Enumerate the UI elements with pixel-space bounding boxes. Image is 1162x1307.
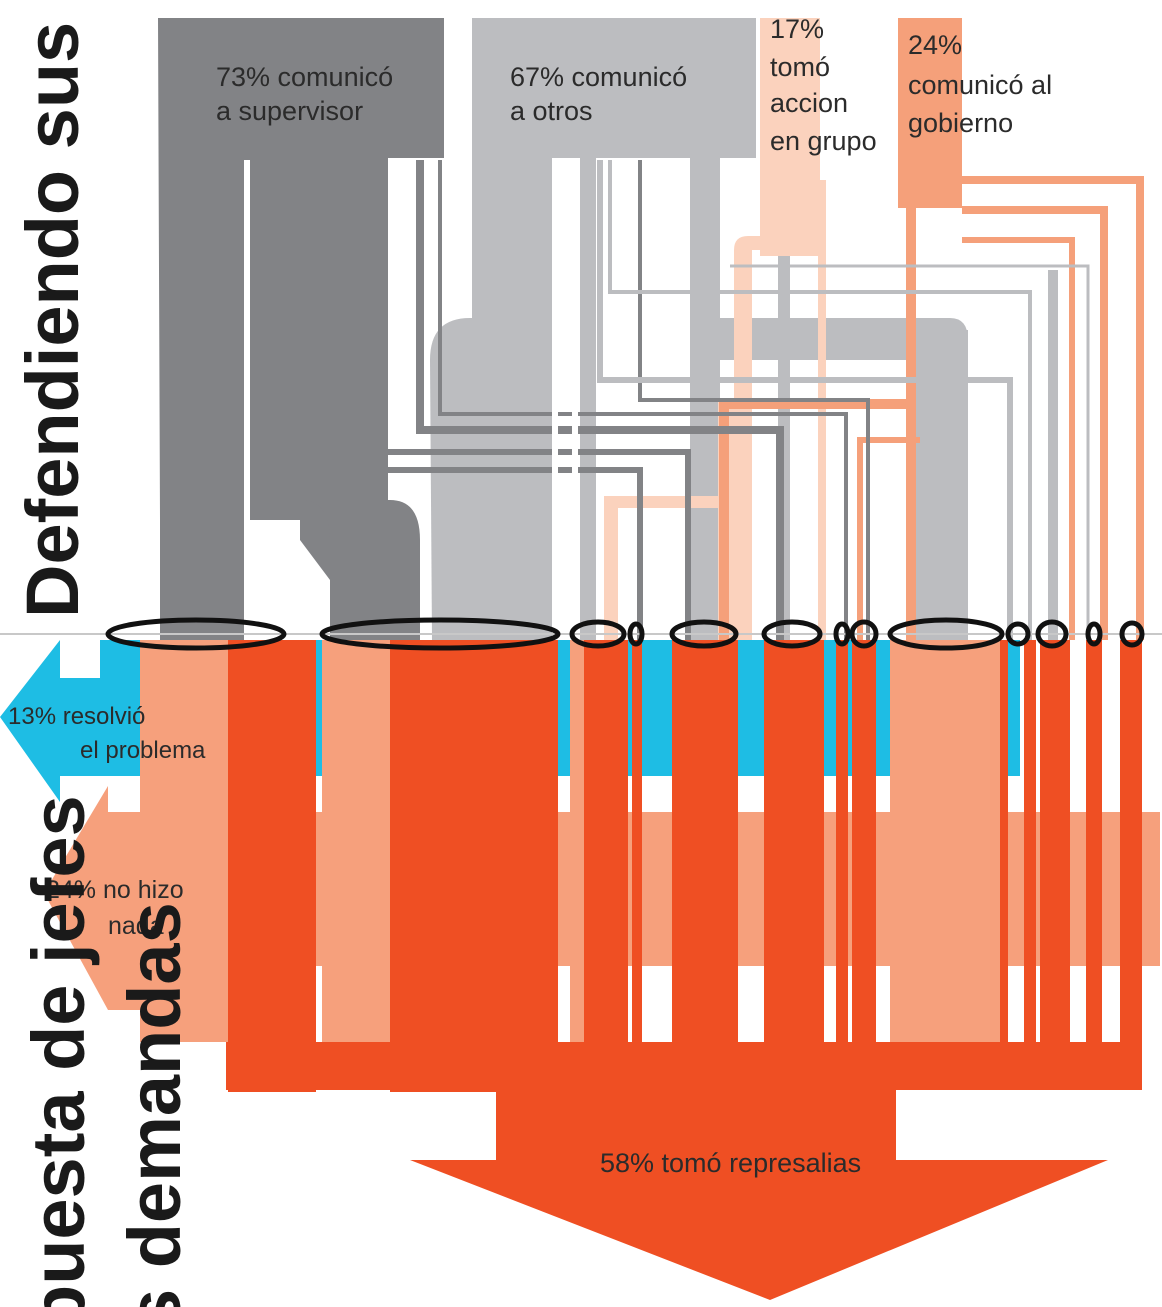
- government-line-b: [962, 206, 1108, 640]
- government-label-2: comunicó al: [908, 70, 1052, 100]
- thin-line-6: [597, 160, 1013, 640]
- action-flows: [158, 18, 1144, 640]
- response-flows: [0, 640, 1160, 1300]
- retaliation-col-5: [672, 640, 738, 1060]
- retaliation-col-13: [1120, 640, 1142, 1060]
- group-label-4: en grupo: [770, 126, 877, 156]
- others-nothing-part: [322, 640, 392, 1042]
- others-bend: [720, 318, 968, 360]
- others-drop-main: [430, 318, 552, 640]
- thin-line-5: [638, 160, 870, 640]
- cylinder-top-h: [1035, 619, 1069, 649]
- supervisor-label-2: a supervisor: [216, 96, 363, 126]
- cylinder-top-gov: [887, 617, 1005, 651]
- top-vertical-title: Defendiendo sus dere: [11, 0, 94, 618]
- supervisor-nothing-part: [140, 640, 232, 1042]
- cylinder-top-supervisor: [105, 617, 287, 651]
- cylinder-tops: [105, 617, 1145, 651]
- white-sep-1: [244, 160, 250, 520]
- others-drop-6: [1048, 270, 1058, 640]
- others-trunk: [472, 18, 756, 158]
- group-label-1: 17%: [770, 14, 824, 44]
- cylinder-top-j: [1119, 620, 1145, 648]
- retaliation-col-4: [632, 640, 642, 1060]
- others-label-2: a otros: [510, 96, 593, 126]
- retaliation-col-3: [584, 640, 628, 1060]
- nothing-column-b: [570, 640, 588, 1042]
- cylinder-top-b: [627, 621, 645, 647]
- cylinder-top-i: [1085, 621, 1103, 647]
- retaliation-col-2: [390, 640, 558, 1092]
- cylinder-top-e: [833, 621, 851, 647]
- white-sep-3: [572, 160, 578, 640]
- others-drop-2: [472, 158, 552, 328]
- thin-line-1: [347, 160, 643, 640]
- government-drop-1: [906, 208, 916, 640]
- thin-line-3: [416, 160, 784, 640]
- group-drop-5: [818, 180, 826, 640]
- government-line-c: [962, 237, 1075, 640]
- retaliation-col-1: [228, 640, 316, 1092]
- bottom-vertical-title-1: puesta de jefes: [17, 795, 100, 1307]
- thin-line-8: [730, 264, 1090, 640]
- retaliation-label: 58% tomó represalias: [600, 1148, 861, 1178]
- cylinder-top-g: [1005, 621, 1031, 647]
- group-label-3: accion: [770, 88, 848, 118]
- cylinder-top-a: [569, 619, 627, 649]
- retaliation-col-11: [1040, 640, 1070, 1060]
- cylinder-top-d: [761, 619, 823, 649]
- government-line-d: [719, 399, 910, 640]
- group-label-2: tomó: [770, 52, 830, 82]
- supervisor-drop-1: [160, 160, 244, 640]
- retaliation-base: [226, 1042, 1142, 1090]
- government-trunk: [898, 18, 962, 208]
- government-label-1: 24%: [908, 30, 962, 60]
- retaliation-col-9: [1000, 640, 1008, 1060]
- thin-line-2: [367, 160, 691, 640]
- retaliation-arrow: [410, 1088, 1108, 1300]
- group-drop-2: [604, 496, 618, 640]
- nothing-label-2: nada: [108, 912, 164, 940]
- cylinder-top-others: [319, 617, 561, 651]
- cylinder-top-f: [849, 619, 879, 649]
- group-trunk: [760, 18, 820, 256]
- retaliation-col-6: [764, 640, 824, 1060]
- others-drop-4: [580, 158, 596, 640]
- thin-line-7: [608, 160, 1032, 640]
- retaliation-col-7: [836, 640, 848, 1060]
- government-line-e: [857, 437, 920, 640]
- labels: 73% comunicó a supervisor 67% comunicó a…: [8, 14, 1052, 1178]
- retaliation-col-8: [852, 640, 876, 1060]
- resolved-label-2: el problema: [80, 737, 206, 764]
- gov-nothing-part: [890, 640, 1000, 1042]
- thin-line-4: [438, 160, 848, 640]
- resolved-label-1: 13% resolvió: [8, 703, 145, 730]
- white-sep-2: [552, 160, 558, 640]
- supervisor-curve: [244, 160, 420, 640]
- retaliation-col-12: [1086, 640, 1102, 1060]
- government-label-3: gobierno: [908, 108, 1013, 138]
- group-drop-1: [734, 236, 820, 640]
- supervisor-label-1: 73% comunicó: [216, 62, 393, 92]
- others-label-1: 67% comunicó: [510, 62, 687, 92]
- bottom-vertical-title-2: s demandas: [113, 902, 196, 1307]
- cylinder-top-c: [669, 619, 739, 649]
- resolved-arrow: [0, 640, 100, 802]
- nothing-label-1: 24% no hizo: [46, 876, 184, 904]
- vertical-titles: Defendiendo sus dere puesta de jefes s d…: [11, 0, 196, 1307]
- retaliation-col-10: [1024, 640, 1036, 1060]
- government-line-a: [962, 176, 1144, 640]
